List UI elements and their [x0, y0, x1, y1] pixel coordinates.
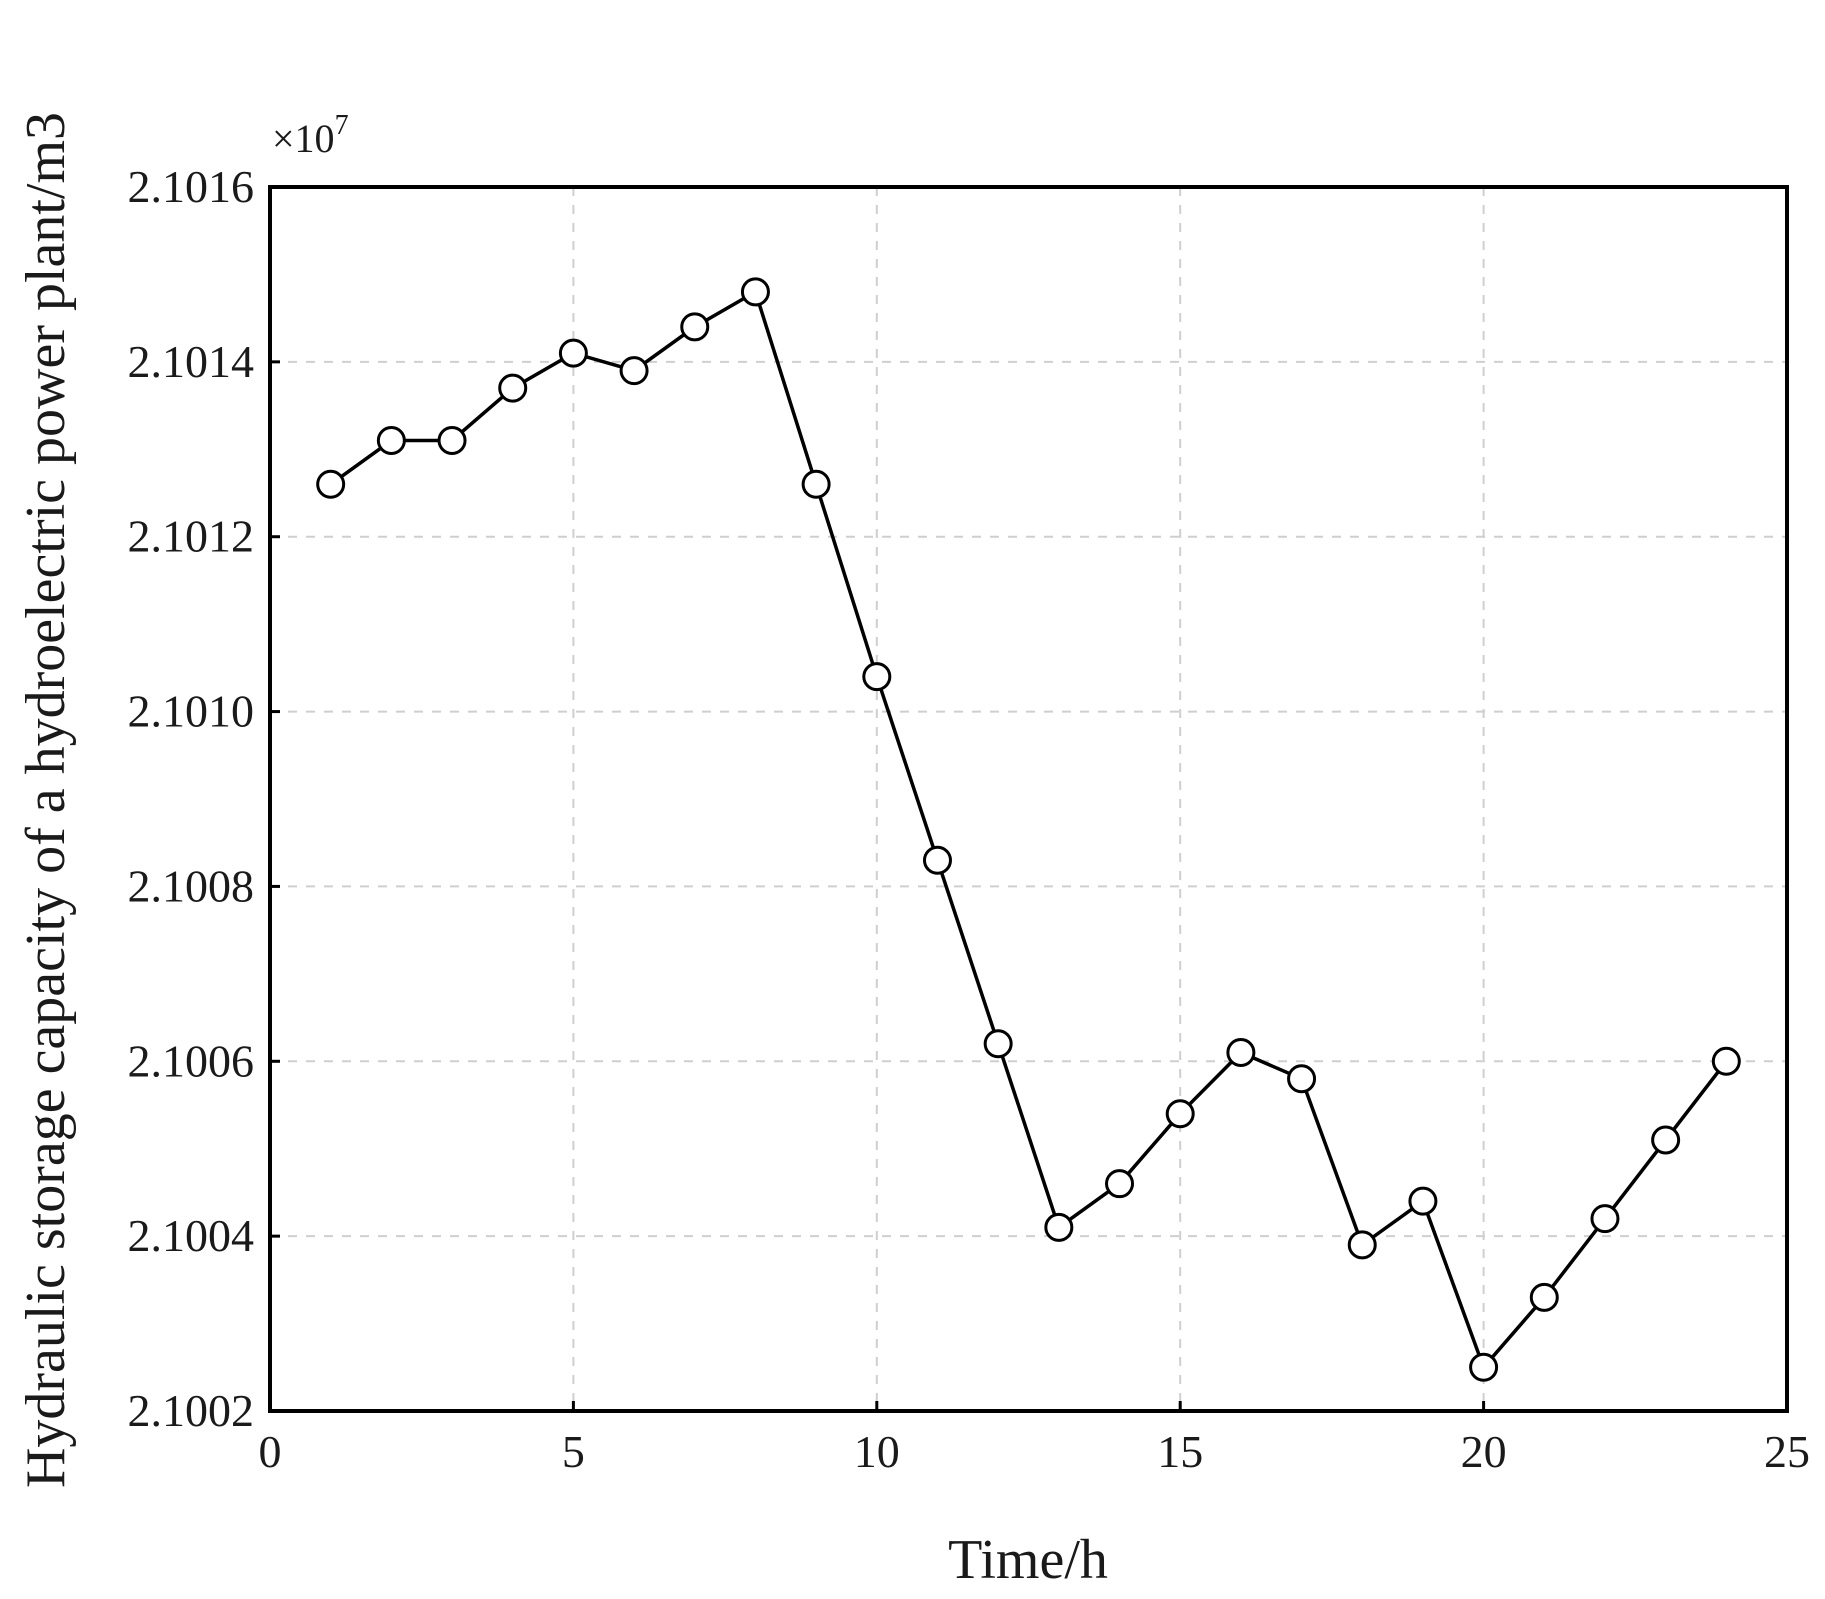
data-point — [1529, 1282, 1559, 1312]
y-axis-label: Hydraulic storage capacity of a hydroele… — [15, 112, 77, 1488]
x-tick-label: 5 — [562, 1426, 585, 1477]
data-point — [922, 845, 952, 875]
axis-ticks: 0 5 10 15 20 25 2.1002 2.1004 2.1006 2.1008 2.1010… — [128, 161, 1811, 1477]
data-point — [437, 426, 467, 456]
y-scale-exponent: 7 — [335, 110, 349, 141]
x-tick-label: 15 — [1157, 1426, 1203, 1477]
data-point — [1408, 1186, 1438, 1216]
data-point — [558, 338, 588, 368]
y-tick-label: 2.1014 — [128, 336, 255, 387]
x-tick-label: 10 — [854, 1426, 900, 1477]
x-tick-label: 25 — [1764, 1426, 1810, 1477]
grid-lines — [270, 187, 1787, 1411]
y-tick-label: 2.1016 — [128, 161, 255, 212]
data-point — [983, 1029, 1013, 1059]
data-point — [1469, 1352, 1499, 1382]
data-point — [801, 469, 831, 499]
data-point — [1165, 1099, 1195, 1129]
y-tick-label: 2.1004 — [128, 1210, 255, 1261]
data-point — [862, 662, 892, 692]
data-point — [1711, 1046, 1741, 1076]
y-tick-label: 2.1006 — [128, 1035, 255, 1086]
data-series — [316, 277, 1741, 1382]
data-point — [1347, 1230, 1377, 1260]
series-line — [329, 289, 1728, 1371]
data-point — [1590, 1204, 1620, 1234]
y-tick-label: 2.1008 — [128, 860, 255, 911]
plot-area-frame — [268, 185, 1789, 1413]
x-tick-label: 20 — [1461, 1426, 1507, 1477]
y-tick-label: 2.1010 — [128, 686, 255, 737]
data-point — [1226, 1038, 1256, 1068]
x-tick-label: 0 — [259, 1426, 282, 1477]
y-tick-label: 2.1012 — [128, 511, 255, 562]
data-point — [376, 426, 406, 456]
data-point — [1651, 1125, 1681, 1155]
data-point — [316, 469, 346, 499]
y-scale-factor: ×107 — [272, 110, 349, 161]
x-axis-label: Time/h — [948, 1529, 1108, 1591]
data-point — [740, 277, 770, 307]
data-point — [680, 312, 710, 342]
y-scale-base: ×10 — [272, 116, 335, 161]
data-point — [498, 373, 528, 403]
data-point — [619, 356, 649, 386]
data-point — [1044, 1212, 1074, 1242]
y-tick-label: 2.1002 — [128, 1385, 255, 1436]
data-point — [1287, 1064, 1317, 1094]
data-point — [1105, 1169, 1135, 1199]
